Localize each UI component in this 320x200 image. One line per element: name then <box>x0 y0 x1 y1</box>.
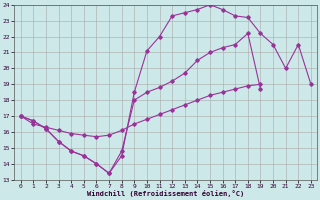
X-axis label: Windchill (Refroidissement éolien,°C): Windchill (Refroidissement éolien,°C) <box>87 190 244 197</box>
